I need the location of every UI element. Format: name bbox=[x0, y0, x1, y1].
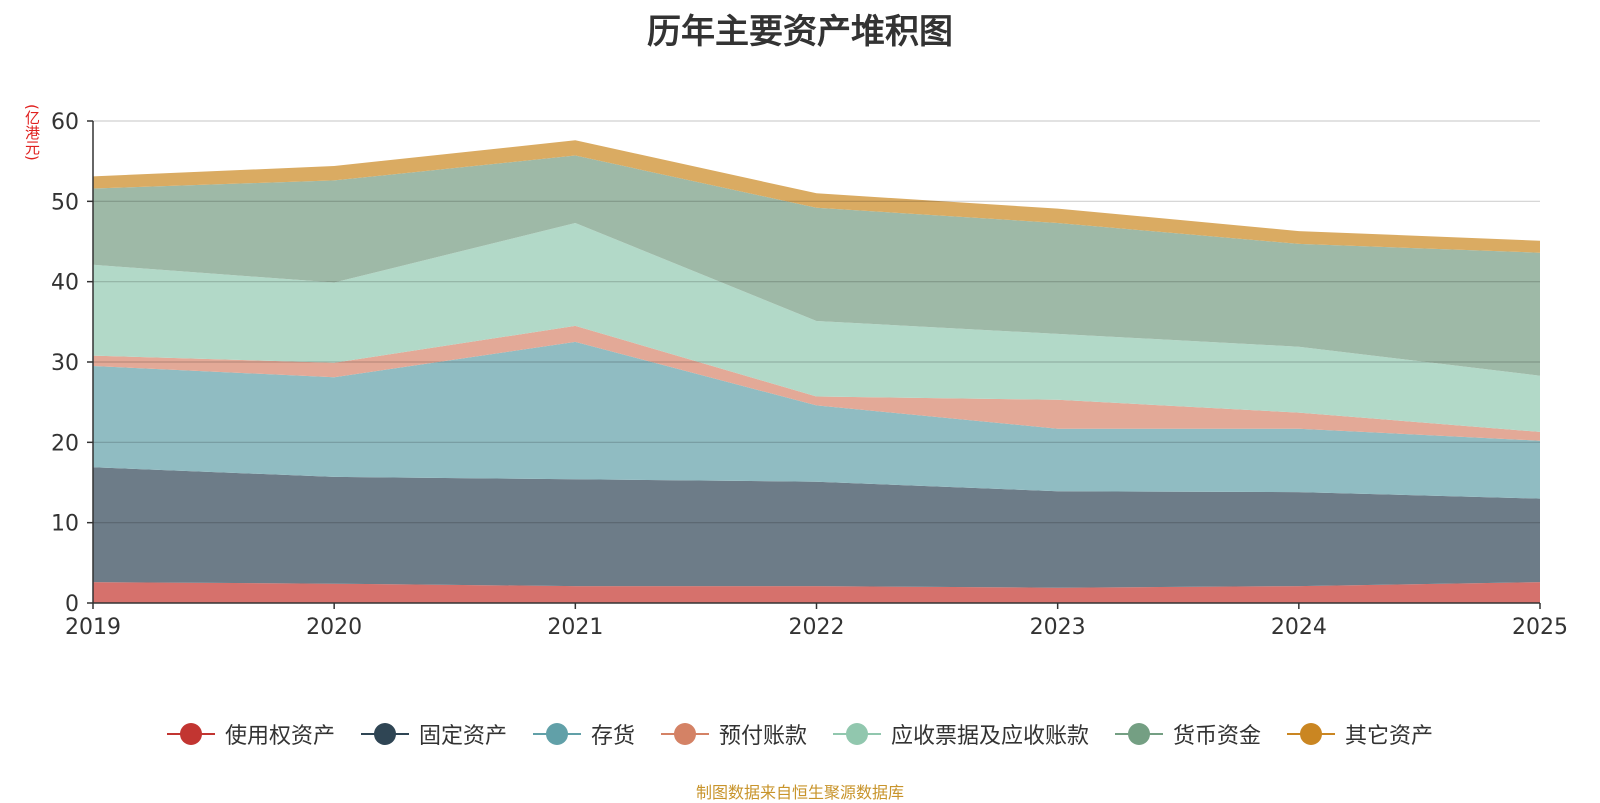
legend-marker-icon bbox=[660, 722, 709, 746]
legend-marker-icon bbox=[833, 722, 881, 746]
legend-item-0[interactable]: 使用权资产 bbox=[166, 718, 335, 750]
legend-marker-icon bbox=[360, 722, 409, 746]
y-axis-unit-label: (亿港元) bbox=[23, 104, 41, 161]
y-tick-label: 40 bbox=[51, 271, 79, 296]
x-tick-label: 2022 bbox=[789, 615, 845, 640]
chart-title: 历年主要资产堆积图 bbox=[647, 12, 953, 52]
x-tick-label: 2024 bbox=[1271, 615, 1327, 640]
legend-marker-icon bbox=[1115, 722, 1164, 746]
legend-label: 固定资产 bbox=[418, 724, 507, 749]
y-tick-label: 0 bbox=[65, 592, 79, 617]
chart-legend: 使用权资产 固定资产 存货 预付账款 应收票据及应收账款 货币资金 其它资产 bbox=[0, 718, 1600, 750]
legend-label: 存货 bbox=[590, 724, 635, 749]
area-series-1 bbox=[93, 467, 1540, 588]
legend-item-2[interactable]: 存货 bbox=[532, 718, 635, 750]
y-tick-label: 60 bbox=[51, 110, 79, 135]
x-tick-label: 2023 bbox=[1030, 615, 1086, 640]
legend-label: 货币资金 bbox=[1173, 724, 1262, 749]
legend-item-3[interactable]: 预付账款 bbox=[660, 718, 807, 750]
y-tick-label: 10 bbox=[51, 512, 79, 537]
x-tick-label: 2021 bbox=[547, 615, 603, 640]
legend-item-1[interactable]: 固定资产 bbox=[360, 718, 507, 750]
data-source-footer: 制图数据来自恒生聚源数据库 bbox=[695, 783, 904, 802]
y-tick-label: 30 bbox=[51, 351, 79, 376]
legend-marker-icon bbox=[166, 722, 215, 746]
area-series-0 bbox=[93, 582, 1540, 603]
legend-marker-icon bbox=[532, 722, 581, 746]
x-tick-label: 2025 bbox=[1512, 615, 1568, 640]
x-tick-label: 2020 bbox=[306, 615, 362, 640]
x-tick-label: 2019 bbox=[65, 615, 121, 640]
area-series-5 bbox=[93, 155, 1540, 376]
legend-item-5[interactable]: 货币资金 bbox=[1115, 718, 1261, 750]
area-series-4 bbox=[93, 223, 1540, 432]
legend-label: 应收票据及应收账款 bbox=[891, 724, 1090, 749]
area-series-6 bbox=[93, 140, 1540, 253]
y-tick-label: 50 bbox=[51, 190, 79, 215]
area-series-3 bbox=[93, 325, 1540, 441]
legend-item-4[interactable]: 应收票据及应收账款 bbox=[833, 718, 1089, 750]
area-series-2 bbox=[93, 341, 1540, 499]
legend-item-6[interactable]: 其它资产 bbox=[1287, 718, 1433, 750]
legend-label: 其它资产 bbox=[1345, 724, 1434, 749]
legend-label: 使用权资产 bbox=[224, 724, 335, 749]
legend-marker-icon bbox=[1287, 722, 1336, 746]
legend-label: 预付账款 bbox=[718, 724, 807, 749]
y-tick-label: 20 bbox=[51, 431, 79, 456]
